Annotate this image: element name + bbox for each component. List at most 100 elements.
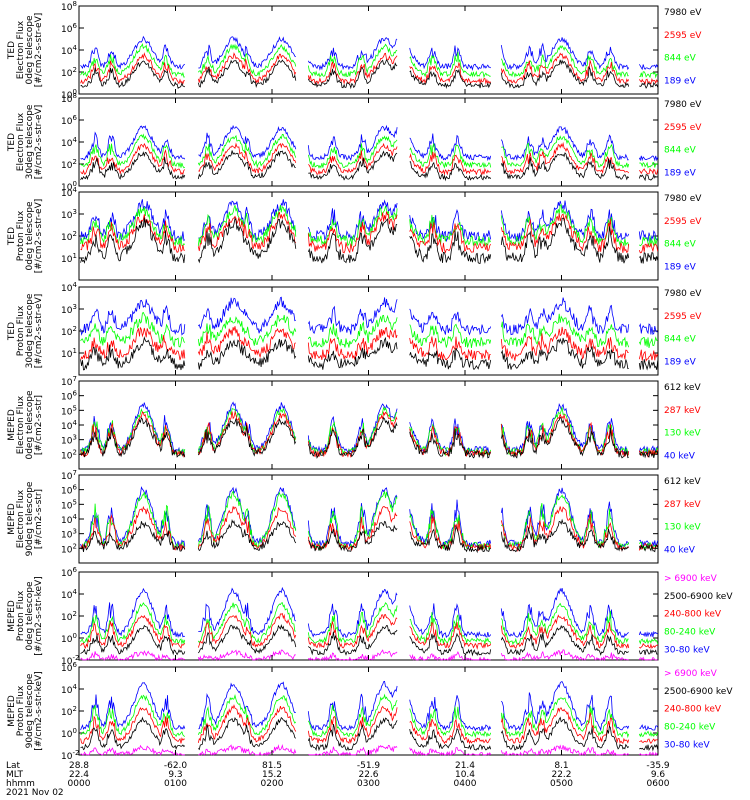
y-axis-label: MEPED [7,600,17,632]
x-row-label-mlt: MLT [6,770,24,780]
y-axis-label: Proton Flux [16,685,26,736]
y-tick-label: 102 [61,158,77,171]
y-axis-label: 30deg telescope [25,293,35,368]
legend-entry: 130 keV [664,429,701,439]
y-axis-label: TED [7,41,17,60]
x-tick-label-lat: -62.0 [164,761,188,771]
y-axis-label: MEPED [7,695,17,727]
y-axis-label: 0deg telescope [25,581,35,651]
legend-entry: 844 eV [664,240,697,250]
y-axis-label: Electron Flux [16,20,26,79]
legend-entry: 30-80 keV [664,740,710,750]
y-tick-label: 101 [61,252,77,265]
date-label: 2021 Nov 02 [6,788,64,798]
panel-2: 100 102 104 106 108 TED Electron Flux 30deg tel… [7,92,702,193]
series-line-1 [80,586,658,639]
y-axis-label: 0deg telescope [25,201,35,271]
series-line-4 [80,623,658,657]
legend-entry: 40 keV [664,545,696,555]
y-axis-label: [#/cm2-s-str-eV] [34,13,44,88]
y-tick-label: 100 [61,88,77,101]
legend-entry: 287 keV [664,406,701,416]
y-tick-label: 102 [61,325,77,338]
legend-entry: 240-800 keV [664,610,722,620]
series-line-4 [80,59,659,90]
y-axis-label: 0deg telescope [25,15,35,85]
series-line-1 [80,35,659,71]
y-tick-label: 102 [61,705,77,718]
y-tick-label: 106 [61,661,77,674]
y-tick-label: 104 [61,186,77,199]
y-tick-label: 104 [61,136,77,149]
series-line-1 [80,680,659,732]
y-tick-label: 102 [61,230,77,243]
panel-3: 101 102 103 104 TED Proton Flux 0deg telescope… [7,186,702,281]
y-axis-label: [#/cm2-s-str-keV] [34,576,44,655]
series-line-4 [80,416,659,459]
x-tick-label-mlt: 15.2 [262,770,282,780]
x-row-label-hhmm: hhmm [6,779,35,789]
y-axis-label: Proton Flux [16,210,26,261]
y-tick-label: 102 [61,66,77,79]
x-tick-label-hhmm: 0000 [68,779,91,789]
x-tick-label-mlt: 22.2 [551,770,571,780]
panel-4: 101 102 103 104 TED Proton Flux 30deg telescop… [7,281,702,376]
series-line-4 [80,150,658,182]
plot-frame [78,5,659,95]
legend-entry: 844 eV [664,146,697,156]
x-tick-label-lat: -35.9 [646,761,670,771]
y-tick-label: 100 [61,180,77,193]
legend-entry: 80-240 keV [664,722,716,732]
x-tick-label-mlt: 9.3 [168,770,182,780]
y-tick-label: 106 [61,114,77,127]
series-line-5 [80,744,659,757]
y-tick-label: 104 [61,588,77,601]
legend-entry: 2595 eV [664,31,702,41]
legend-entry: 40 keV [664,451,696,461]
legend-entry: 189 eV [664,357,697,367]
x-tick-label-mlt: 10.4 [455,770,475,780]
y-tick-label: 10-2 [61,654,79,667]
series-line-5 [80,649,658,662]
series-line-4 [80,716,659,752]
y-axis-label: [#/cm2-s-str-eV] [34,105,44,180]
y-axis-label: [#/cm2-s-str] [34,489,44,549]
legend-entry: 2595 eV [664,217,702,227]
y-tick-label: 100 [61,727,77,740]
y-tick-label: 101 [61,347,77,360]
legend-entry: 7980 eV [664,194,702,204]
y-tick-label: 106 [61,390,77,403]
series-line-4 [80,336,659,371]
legend-entry: 2595 eV [664,312,702,322]
y-tick-label: 104 [61,683,77,696]
legend-entry: 240-800 keV [664,705,722,715]
legend-entry: 612 keV [664,383,701,393]
y-tick-label: 104 [61,513,77,526]
series-line-3 [80,326,659,362]
x-tick-label-hhmm: 0600 [647,779,670,789]
legend-entry: 189 eV [664,168,697,178]
panel-8: 10-2 100 102 104 106 MEPED Proton Flux 90deg te… [7,661,733,762]
y-tick-label: 102 [61,610,77,623]
y-tick-label: 104 [61,44,77,57]
y-axis-label: MEPED [7,503,17,535]
y-tick-label: 105 [61,498,77,511]
series-line-3 [80,612,658,650]
y-axis-label: [#/cm2-s-str-eV] [34,294,44,369]
legend-entry: 130 keV [664,523,701,533]
series-line-2 [80,133,658,169]
x-tick-label-lat: 21.4 [455,761,475,771]
y-axis-label: Proton Flux [16,590,26,641]
legend-entry: 30-80 keV [664,645,710,655]
x-tick-label-lat: -51.9 [357,761,381,771]
panel-1: 100 102 104 106 108 TED Electron Flux 0deg tele… [7,0,702,101]
y-tick-label: 103 [61,528,77,541]
x-tick-label-hhmm: 0200 [261,779,284,789]
y-axis-label: TED [7,227,17,246]
legend-entry: > 6900 keV [664,574,718,584]
y-axis-label: 90deg telescope [25,673,35,748]
legend-entry: 7980 eV [664,8,702,18]
